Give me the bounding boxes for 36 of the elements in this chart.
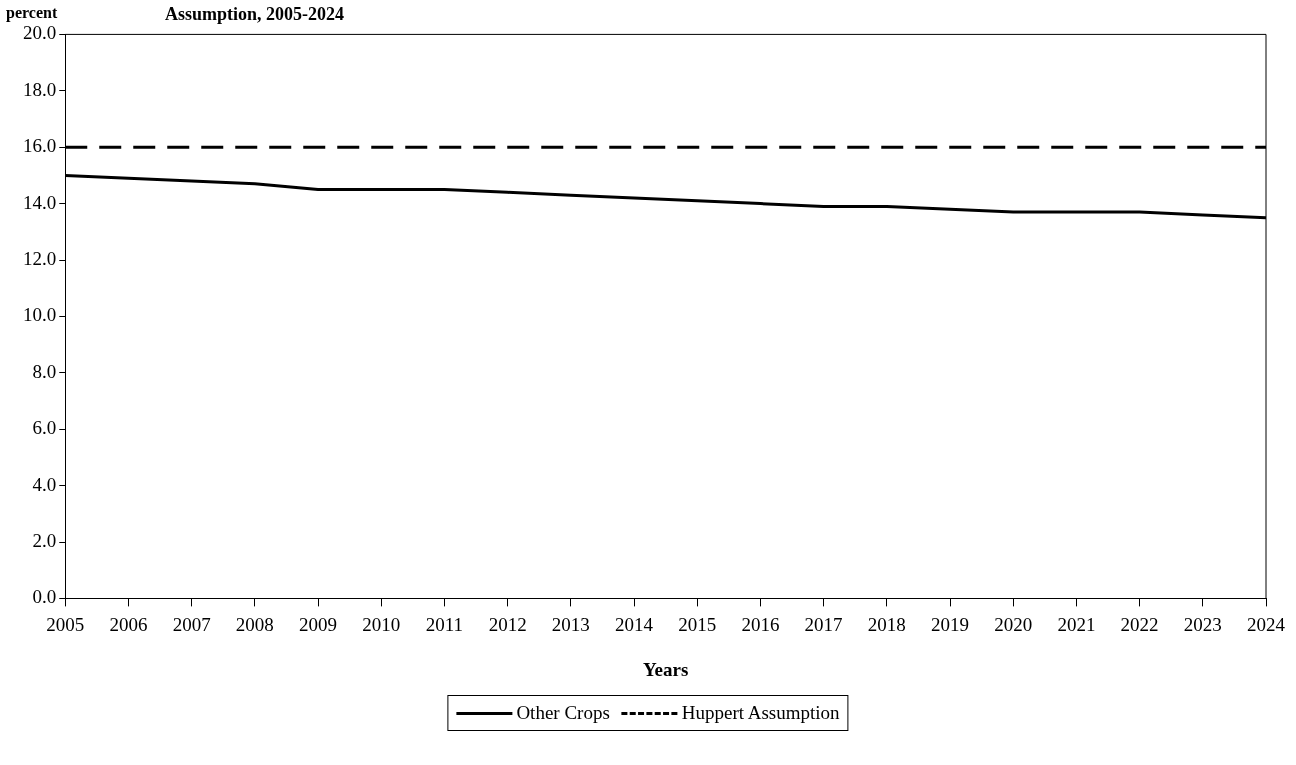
y-tick-label: 10.0 xyxy=(23,304,57,326)
y-tick-label: 8.0 xyxy=(32,360,57,382)
x-tick-label: 2020 xyxy=(994,613,1033,635)
y-tick-label: 18.0 xyxy=(23,78,57,100)
y-tick-label: 2.0 xyxy=(32,529,57,551)
x-tick-label: 2014 xyxy=(615,613,654,635)
x-tick-label: 2009 xyxy=(299,613,338,635)
x-tick-label: 2006 xyxy=(109,613,148,635)
x-tick-label: 2019 xyxy=(931,613,970,635)
x-tick-label: 2024 xyxy=(1247,613,1286,635)
y-tick-label: 6.0 xyxy=(32,417,57,439)
x-tick-label: 2023 xyxy=(1183,613,1222,635)
x-tick-label: 2017 xyxy=(804,613,843,635)
y-tick-label: 12.0 xyxy=(23,247,57,269)
chart-title: Assumption, 2005-2024 xyxy=(165,4,345,25)
x-tick-label: 2007 xyxy=(172,613,211,635)
y-axis-title: percent xyxy=(6,4,58,22)
x-tick-label: 2011 xyxy=(425,613,464,635)
x-tick-label: 2010 xyxy=(362,613,401,635)
y-tick-label: 16.0 xyxy=(23,135,57,157)
x-tick-label: 2018 xyxy=(867,613,906,635)
x-tick-label: 2013 xyxy=(551,613,590,635)
y-tick-label: 20.0 xyxy=(23,22,57,44)
y-tick-label: 4.0 xyxy=(32,473,57,495)
legend-label: Other Crops xyxy=(516,702,610,724)
x-tick-label: 2016 xyxy=(741,613,780,635)
x-axis-title: Years xyxy=(642,658,689,680)
x-tick-label: 2022 xyxy=(1120,613,1159,635)
x-tick-label: 2005 xyxy=(46,613,85,635)
y-tick-label: 0.0 xyxy=(32,586,57,608)
x-tick-label: 2008 xyxy=(235,613,274,635)
x-tick-label: 2012 xyxy=(488,613,527,635)
x-tick-label: 2015 xyxy=(678,613,717,635)
x-tick-label: 2021 xyxy=(1057,613,1096,635)
y-tick-label: 14.0 xyxy=(23,191,57,213)
legend-label: Huppert Assumption xyxy=(681,702,840,724)
